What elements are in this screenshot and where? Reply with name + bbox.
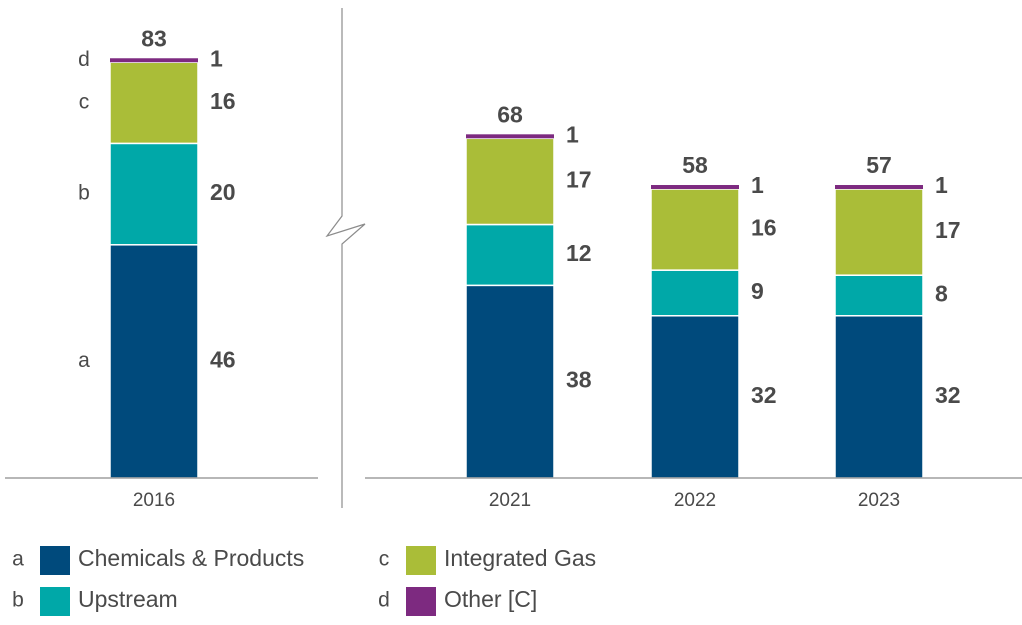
category-label-2021: 2021 [489, 490, 531, 511]
category-label-2022: 2022 [674, 490, 716, 511]
value-label-b-2021: 12 [566, 240, 592, 266]
bar-segment-c-2022 [650, 188, 740, 271]
value-label-c-2022: 16 [751, 215, 777, 241]
legend-swatch-c [406, 546, 436, 575]
value-label-d-2021: 1 [566, 121, 579, 147]
legend-item-c: c Integrated Gas [379, 545, 596, 575]
total-label-2016: 83 [141, 25, 167, 51]
bar-segment-a-2016 [109, 244, 199, 479]
value-label-b-2016: 20 [210, 179, 236, 205]
value-label-a-2022: 32 [751, 382, 777, 408]
axis-break-line [325, 8, 366, 508]
segment-letter-c: c [79, 90, 90, 113]
bar-segment-a-2021 [465, 284, 555, 479]
legend-letter-b: b [12, 589, 24, 612]
legend-letter-d: d [378, 589, 390, 612]
total-label-2023: 57 [866, 152, 892, 178]
bar-segment-c-2016 [109, 61, 199, 145]
bar-segment-c-2023 [834, 188, 924, 276]
segment-letter-a: a [78, 349, 90, 372]
value-label-d-2022: 1 [751, 172, 764, 198]
labels-layer: 46 a 20 b 16 c 1 d 83 2016 38 12 17 1 68 2021 32 9 16 1 58 20… [78, 25, 960, 511]
segment-letter-d: d [78, 48, 90, 71]
value-label-c-2021: 17 [566, 166, 592, 192]
legend: a Chemicals & Products b Upstream c Integrate… [12, 545, 596, 616]
legend-swatch-a [40, 546, 70, 575]
bar-segment-b-2016 [109, 142, 199, 246]
total-label-2021: 68 [497, 101, 523, 127]
legend-label-d: Other [C] [444, 586, 537, 612]
legend-label-c: Integrated Gas [444, 545, 596, 571]
legend-swatch-b [40, 587, 70, 616]
value-label-b-2023: 8 [935, 281, 948, 307]
bar-segment-b-2022 [650, 269, 740, 317]
value-label-a-2023: 32 [935, 382, 961, 408]
legend-item-d: d Other [C] [378, 586, 537, 616]
value-label-c-2023: 17 [935, 217, 961, 243]
legend-letter-a: a [12, 548, 24, 571]
bar-segment-d-2021 [466, 134, 554, 139]
legend-swatch-d [406, 587, 436, 616]
legend-item-a: a Chemicals & Products [12, 545, 304, 575]
legend-label-a: Chemicals & Products [78, 545, 304, 571]
category-label-2023: 2023 [858, 490, 900, 511]
value-label-c-2016: 16 [210, 88, 236, 114]
legend-item-b: b Upstream [12, 586, 178, 616]
bar-segment-b-2021 [465, 223, 555, 287]
value-label-b-2022: 9 [751, 278, 764, 304]
value-label-d-2016: 1 [210, 45, 223, 71]
value-label-a-2016: 46 [210, 346, 236, 372]
axes-layer [5, 8, 1022, 508]
segment-letter-b: b [78, 182, 90, 205]
bar-segment-a-2022 [650, 315, 740, 479]
value-label-d-2023: 1 [935, 172, 948, 198]
bar-segment-c-2021 [465, 137, 555, 226]
bars-layer [109, 58, 924, 479]
bar-segment-b-2023 [834, 274, 924, 317]
bar-segment-a-2023 [834, 315, 924, 479]
bar-segment-d-2022 [651, 185, 739, 190]
bar-segment-d-2023 [835, 185, 923, 190]
value-label-a-2021: 38 [566, 367, 592, 393]
legend-letter-c: c [379, 548, 390, 571]
category-label-2016: 2016 [133, 490, 175, 511]
legend-label-b: Upstream [78, 586, 178, 612]
bar-segment-d-2016 [110, 58, 198, 63]
total-label-2022: 58 [682, 152, 708, 178]
